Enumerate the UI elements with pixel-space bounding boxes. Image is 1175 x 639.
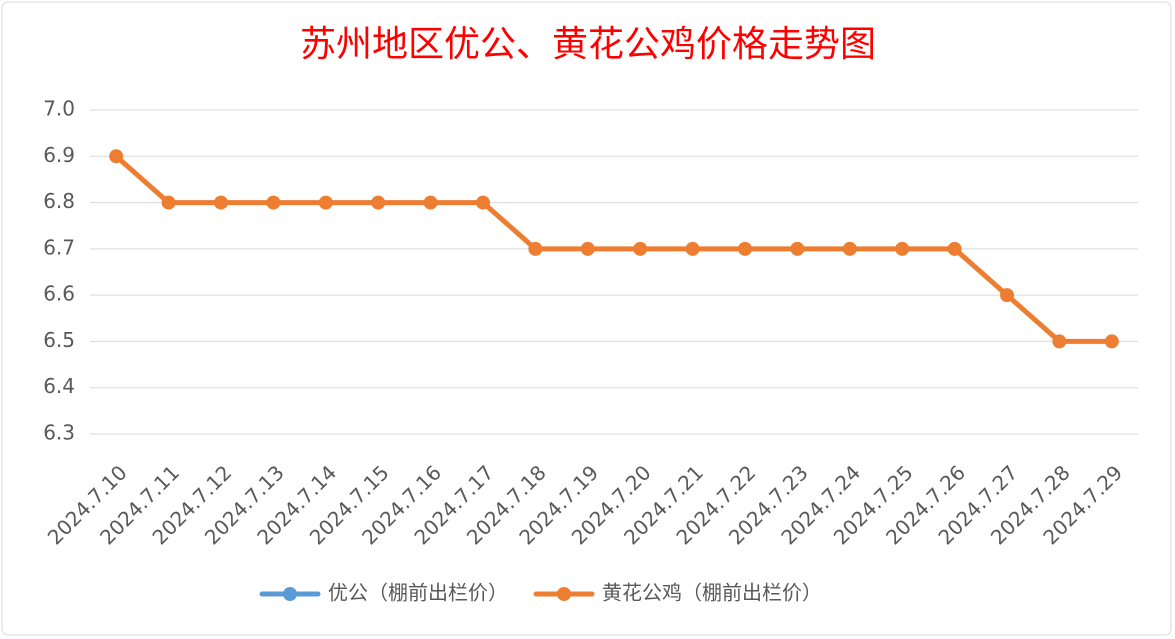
series-marker [738, 241, 752, 256]
legend-label: 优公（棚前出栏价） [328, 581, 508, 605]
series-line [114, 154, 1112, 344]
series-marker [685, 241, 700, 256]
legend-marker [283, 587, 297, 601]
series-marker [318, 195, 333, 210]
series-marker [109, 149, 124, 164]
y-tick-label: 6.6 [43, 282, 75, 306]
y-tick-label: 6.5 [43, 328, 75, 352]
series-marker [371, 195, 386, 210]
series-marker [947, 241, 962, 256]
y-tick-label: 6.7 [43, 235, 75, 259]
chart-title: 苏州地区优公、黄花公鸡价格走势图 [300, 24, 876, 65]
series-marker [633, 241, 648, 256]
y-tick-label: 6.9 [43, 143, 75, 167]
y-tick-label: 6.8 [43, 189, 75, 213]
y-tick-label: 7.0 [43, 97, 75, 121]
series-marker [1104, 334, 1119, 349]
series-marker [266, 195, 281, 210]
series-marker [1000, 288, 1014, 303]
y-tick-label: 6.3 [43, 421, 75, 445]
series-marker [528, 241, 543, 256]
series-marker [423, 195, 438, 210]
series-marker [895, 241, 910, 256]
series-marker [476, 195, 490, 210]
legend-marker [557, 587, 571, 601]
series-marker [790, 241, 805, 256]
legend-label: 黄花公鸡（棚前出栏价） [602, 581, 822, 605]
y-tick-label: 6.4 [43, 374, 75, 398]
series-marker [214, 195, 228, 210]
series-marker [842, 241, 857, 256]
series-marker [1052, 334, 1067, 349]
series-marker [580, 241, 595, 256]
series-marker [161, 195, 176, 210]
